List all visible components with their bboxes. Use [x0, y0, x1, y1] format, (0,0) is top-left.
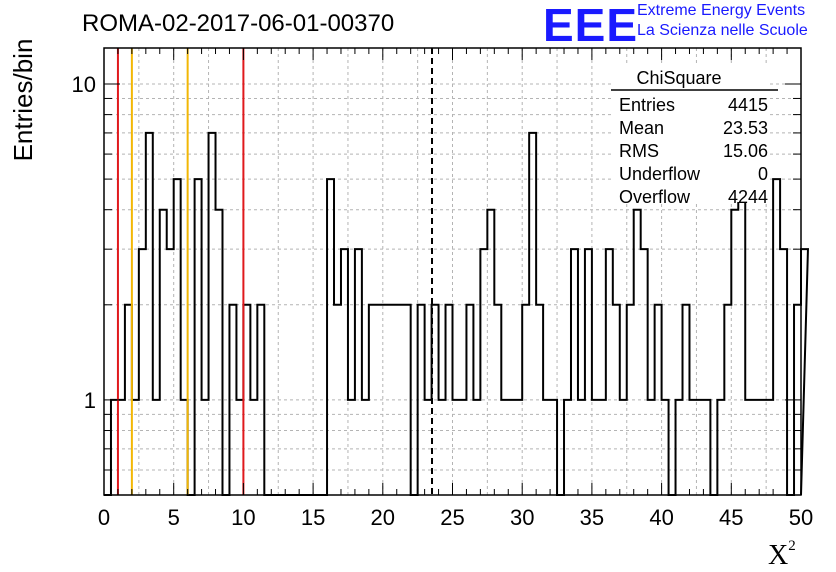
stats-row-label: Entries — [619, 95, 675, 115]
stats-row-label: Underflow — [619, 164, 701, 184]
logo-subtitle-line1: Extreme Energy Events — [637, 2, 806, 19]
x-tick-label: 50 — [789, 505, 813, 530]
x-tick-label: 5 — [168, 505, 180, 530]
x-axis-label: X2 — [768, 538, 796, 572]
stats-row-label: Overflow — [619, 187, 691, 207]
chart-title: ROMA-02-2017-06-01-00370 — [82, 10, 395, 37]
x-tick-label: 10 — [231, 505, 255, 530]
logo-subtitle-line2: La Scienza nelle Scuole — [637, 22, 808, 39]
x-tick-label: 45 — [719, 505, 743, 530]
stats-box-title: ChiSquare — [636, 68, 721, 88]
stats-row-value: 23.53 — [723, 118, 768, 138]
y-tick-label: 10 — [72, 72, 96, 97]
x-tick-label: 15 — [301, 505, 325, 530]
stats-box-background — [611, 64, 770, 202]
x-tick-label: 40 — [649, 505, 673, 530]
stats-row-label: Mean — [619, 118, 664, 138]
eee-logo: EEE — [543, 0, 639, 51]
x-axis-label-base: X — [768, 540, 789, 571]
histogram-outline — [104, 131, 809, 496]
x-tick-label: 0 — [98, 505, 110, 530]
x-tick-label: 25 — [440, 505, 464, 530]
x-tick-label: 20 — [371, 505, 395, 530]
stats-row-label: RMS — [619, 141, 659, 161]
x-tick-label: 30 — [510, 505, 534, 530]
stats-row-value: 4244 — [728, 187, 768, 207]
stats-row-value: 4415 — [728, 95, 768, 115]
x-axis-label-sup: 2 — [788, 538, 796, 554]
x-tick-label: 35 — [580, 505, 604, 530]
y-tick-label: 1 — [84, 388, 96, 413]
stats-row-value: 0 — [758, 164, 768, 184]
stats-row-value: 15.06 — [723, 141, 768, 161]
